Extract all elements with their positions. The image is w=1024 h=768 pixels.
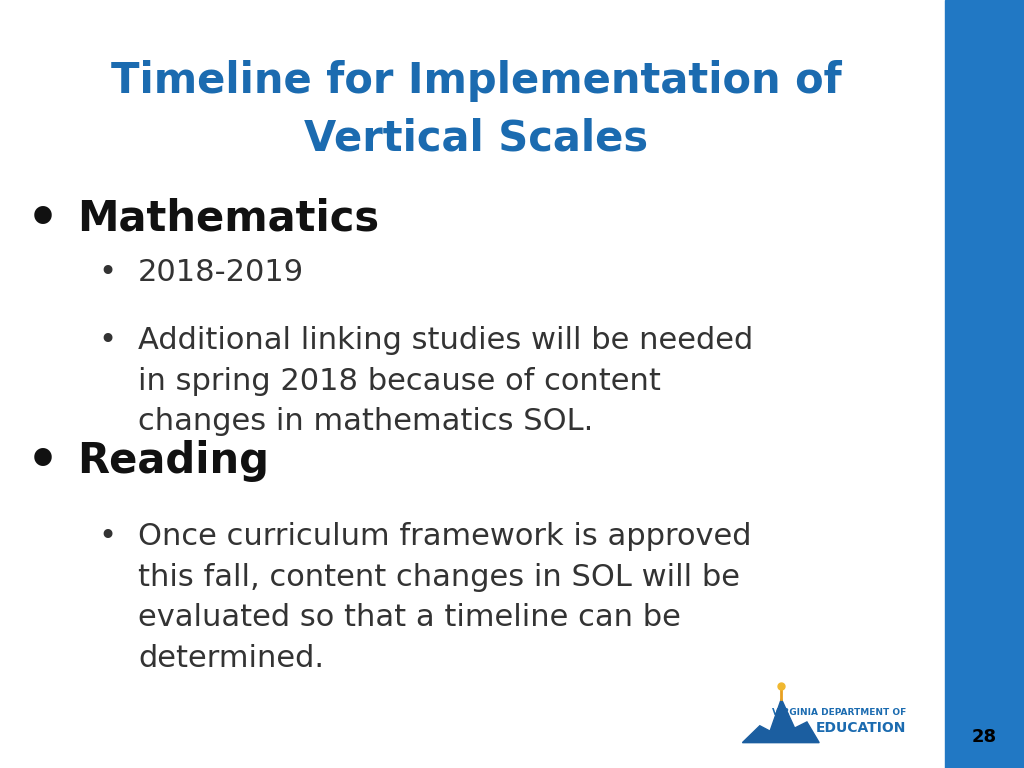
Polygon shape xyxy=(742,699,819,743)
Text: Mathematics: Mathematics xyxy=(77,198,379,240)
Text: •: • xyxy=(98,326,117,356)
Text: 28: 28 xyxy=(972,728,997,746)
Text: Additional linking studies will be needed
in spring 2018 because of content
chan: Additional linking studies will be neede… xyxy=(138,326,754,436)
Text: •: • xyxy=(98,522,117,551)
Text: Once curriculum framework is approved
this fall, content changes in SOL will be
: Once curriculum framework is approved th… xyxy=(138,522,752,673)
Text: 2018-2019: 2018-2019 xyxy=(138,258,304,287)
Text: Vertical Scales: Vertical Scales xyxy=(304,118,648,159)
Text: EDUCATION: EDUCATION xyxy=(816,721,906,735)
Text: •: • xyxy=(27,437,59,485)
Text: Reading: Reading xyxy=(77,440,268,482)
Text: •: • xyxy=(27,195,59,243)
Text: Timeline for Implementation of: Timeline for Implementation of xyxy=(111,60,842,101)
Text: •: • xyxy=(98,258,117,287)
Bar xyxy=(945,0,1024,768)
Text: VIRGINIA DEPARTMENT OF: VIRGINIA DEPARTMENT OF xyxy=(772,708,906,717)
